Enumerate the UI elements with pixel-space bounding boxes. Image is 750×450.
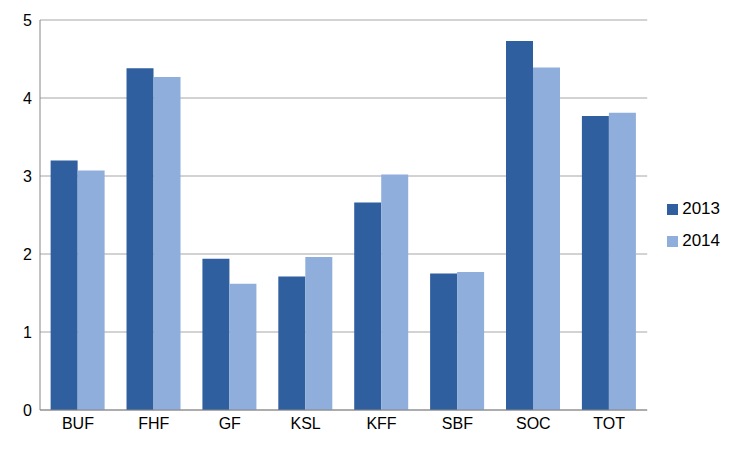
html-text:2013: 2013	[682, 199, 720, 218]
svg-text:FHF: FHF	[138, 415, 169, 432]
svg-text:2: 2	[23, 246, 32, 263]
svg-text:KFF: KFF	[366, 415, 396, 432]
svg-text:SBF: SBF	[442, 415, 473, 432]
html-text:2014: 2014	[682, 231, 720, 250]
svg-text:BUF: BUF	[62, 415, 94, 432]
svg-text:1: 1	[23, 324, 32, 341]
svg-text:SOC: SOC	[516, 415, 551, 432]
svg-text:0: 0	[23, 402, 32, 419]
svg-text:KSL: KSL	[291, 415, 321, 432]
svg-text:4: 4	[23, 90, 32, 107]
svg-text:GF: GF	[219, 415, 241, 432]
svg-text:5: 5	[23, 12, 32, 29]
svg-text:3: 3	[23, 168, 32, 185]
svg-text:TOT: TOT	[593, 415, 625, 432]
